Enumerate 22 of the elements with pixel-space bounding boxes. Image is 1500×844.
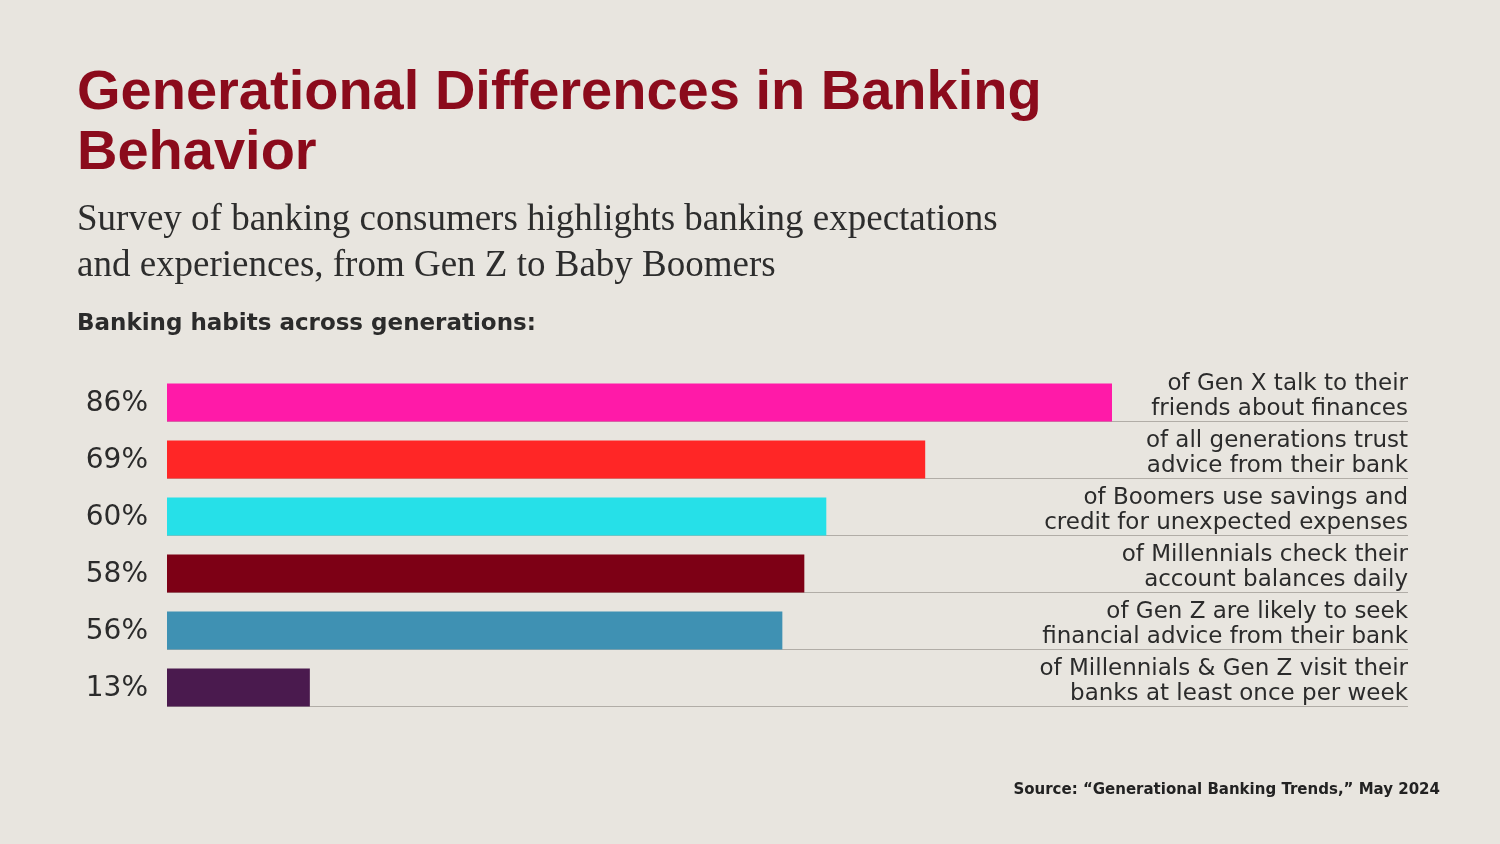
data-label: 60% <box>85 498 148 532</box>
data-label: 56% <box>85 612 148 646</box>
chart-subtitle: Survey of banking consumers highlights banking expectations and experiences, from Gen Z to Baby Boomers <box>77 197 998 284</box>
y-tick-label: of Gen Z are likely to seek financial advice from their bank <box>1042 596 1409 648</box>
y-tick-label: of all generations trust advice from their bank <box>1145 425 1409 477</box>
y-tick-label: of Boomers use savings and credit for unexpected expenses <box>1044 482 1408 534</box>
y-tick-label: of Gen X talk to their friends about finances <box>1151 368 1409 420</box>
source-note: Source: “Generational Banking Trends,” May 2024 <box>1013 780 1440 798</box>
data-label: 13% <box>85 669 148 703</box>
bar <box>167 554 805 593</box>
data-label: 69% <box>85 441 148 475</box>
bar <box>167 383 1112 422</box>
chart-title: Generational Differences in Banking Behavior <box>77 58 1042 181</box>
text: Banking habits across generations: <box>77 309 536 335</box>
bar <box>167 668 310 707</box>
bar <box>167 497 827 536</box>
y-tick-label: of Millennials check their account balances daily <box>1121 539 1409 591</box>
data-label: 86% <box>85 384 148 418</box>
bar <box>167 440 926 479</box>
data-label: 58% <box>85 555 148 589</box>
bar <box>167 611 783 650</box>
y-tick-label: of Millennials & Gen Z visit their banks at least once per week <box>1039 653 1409 705</box>
